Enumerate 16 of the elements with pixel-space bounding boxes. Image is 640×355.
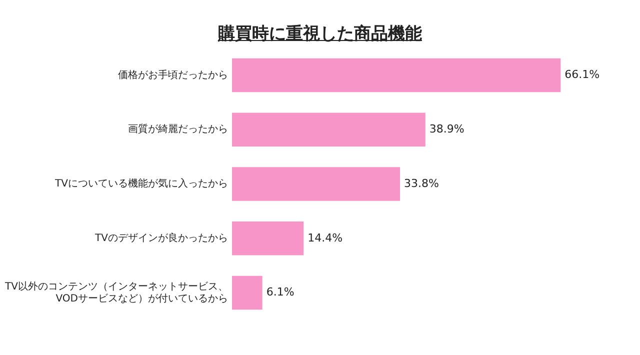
chart-title: 購買時に重視した商品機能 [216, 23, 423, 45]
bar [232, 58, 561, 92]
y-tick-label: TV以外のコンテンツ（インターネットサービス、VODサービスなど）が付いているから [4, 280, 228, 304]
y-tick-label: 画質が綺麗だったから [128, 123, 228, 136]
bar [232, 222, 304, 256]
bar [232, 112, 426, 146]
bar [232, 167, 400, 201]
data-label: 33.8% [404, 176, 439, 190]
data-label: 38.9% [429, 122, 464, 136]
data-label: 6.1% [266, 286, 294, 299]
data-label: 66.1% [564, 68, 600, 82]
y-tick-label: TVのデザインが良かったから [94, 232, 228, 244]
y-tick-label: TVについている機能が気に入ったから [54, 178, 228, 190]
bar [232, 276, 262, 310]
y-tick-label: 価格がお手頃だったから [118, 68, 228, 81]
data-label: 14.4% [308, 231, 343, 244]
